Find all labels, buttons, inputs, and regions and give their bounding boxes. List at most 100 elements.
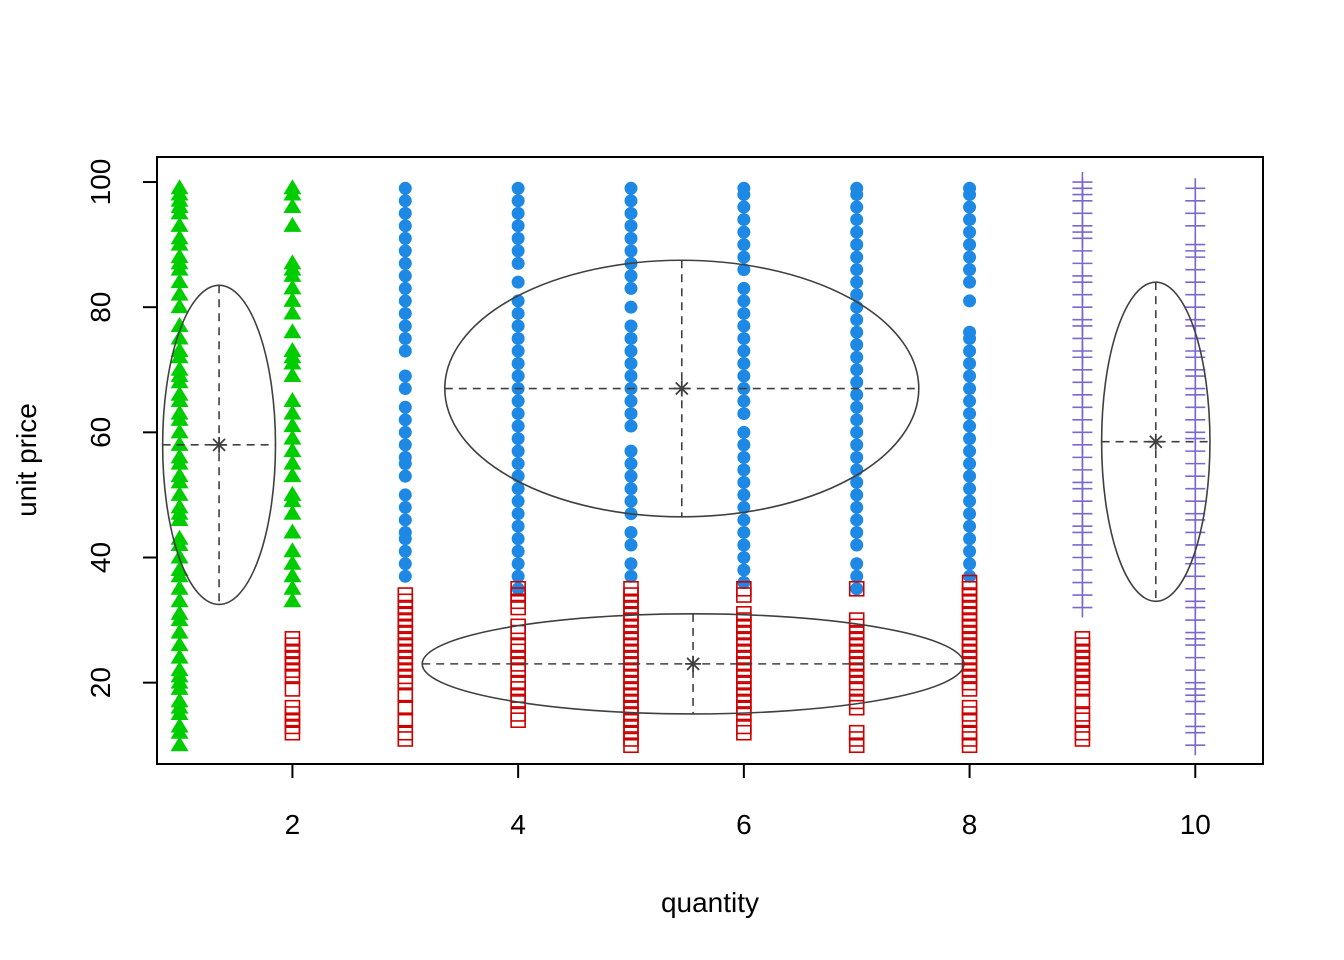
data-point — [850, 200, 864, 214]
data-point — [170, 498, 189, 514]
data-point — [737, 488, 751, 502]
data-point — [737, 407, 751, 421]
data-point — [170, 216, 189, 232]
data-point — [963, 181, 977, 195]
data-point — [624, 457, 638, 471]
data-point — [511, 344, 525, 358]
data-point — [398, 331, 412, 345]
data-point — [624, 407, 638, 421]
data-point — [850, 263, 864, 277]
x-tick-label: 10 — [1180, 809, 1211, 840]
data-point — [170, 435, 189, 451]
data-point — [963, 519, 977, 533]
data-point — [511, 532, 525, 546]
data-point — [170, 285, 189, 301]
data-point — [624, 206, 638, 220]
data-point — [283, 542, 302, 558]
data-point — [283, 291, 302, 307]
data-point — [624, 469, 638, 483]
data-point — [624, 419, 638, 433]
data-point — [283, 554, 302, 570]
data-point — [850, 438, 864, 452]
data-point — [398, 400, 412, 414]
data-point — [511, 494, 525, 508]
data-point — [850, 313, 864, 327]
cluster-center-star — [673, 380, 690, 397]
data-point — [963, 357, 977, 371]
data-point — [850, 225, 864, 239]
data-point — [398, 306, 412, 320]
data-point — [961, 724, 978, 741]
data-point — [737, 181, 751, 195]
data-point — [850, 238, 864, 252]
data-point — [737, 281, 751, 295]
data-point — [283, 304, 302, 320]
y-axis-label: unit price — [11, 403, 42, 517]
data-point — [737, 238, 751, 252]
y-tick-label: 60 — [85, 417, 116, 448]
data-point — [283, 341, 302, 357]
data-point — [963, 250, 977, 264]
data-point — [170, 248, 189, 264]
data-point — [850, 525, 864, 539]
data-point — [963, 544, 977, 558]
data-point — [511, 306, 525, 320]
data-point — [850, 288, 864, 302]
data-point — [398, 369, 412, 383]
data-point — [397, 724, 414, 741]
data-point — [850, 450, 864, 464]
data-point — [284, 631, 301, 647]
data-point — [850, 375, 864, 389]
data-point — [397, 699, 414, 716]
data-point — [624, 331, 638, 345]
data-point — [170, 529, 189, 545]
data-point — [623, 580, 639, 597]
y-tick-label: 80 — [85, 292, 116, 323]
data-point — [624, 482, 638, 496]
data-point — [170, 467, 189, 483]
x-tick-label: 8 — [962, 809, 978, 840]
data-point — [170, 604, 189, 620]
data-point — [397, 587, 414, 603]
data-point — [511, 457, 525, 471]
series-1 — [398, 181, 977, 596]
data-point — [283, 429, 302, 445]
data-point — [624, 281, 638, 295]
data-point — [1185, 234, 1206, 255]
data-point — [170, 636, 189, 652]
data-point — [1074, 693, 1091, 710]
data-point — [737, 294, 751, 308]
data-point — [963, 469, 977, 483]
data-point — [850, 538, 864, 552]
data-point — [284, 699, 301, 716]
data-point — [170, 360, 189, 376]
data-point — [737, 513, 751, 527]
data-point — [737, 250, 751, 264]
data-point — [850, 250, 864, 264]
data-point — [848, 724, 865, 741]
data-point — [737, 538, 751, 552]
data-point — [283, 216, 302, 232]
data-point — [170, 692, 189, 708]
data-point — [398, 319, 412, 333]
data-point — [283, 392, 302, 408]
data-point — [850, 557, 864, 571]
y-tick-label: 100 — [85, 159, 116, 206]
data-point — [283, 567, 302, 583]
data-point — [850, 425, 864, 439]
data-point — [1185, 178, 1206, 199]
data-point — [511, 275, 525, 289]
data-point — [624, 394, 638, 408]
data-point — [283, 442, 302, 458]
data-point — [850, 488, 864, 502]
data-point — [511, 557, 525, 571]
data-point — [737, 357, 751, 371]
data-point — [170, 229, 189, 245]
data-point — [737, 563, 751, 577]
data-point — [398, 269, 412, 283]
data-point — [283, 417, 302, 433]
data-point — [170, 561, 189, 577]
data-point — [963, 444, 977, 458]
cluster-center-star — [685, 655, 702, 672]
data-point — [398, 438, 412, 452]
